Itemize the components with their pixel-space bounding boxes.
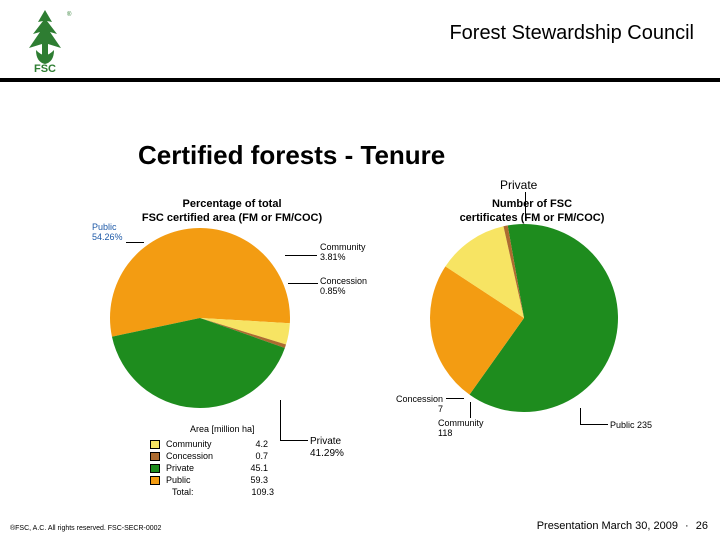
chart2-title-line2: certificates (FM or FM/COC)	[460, 212, 605, 224]
chart1-title-line1: Percentage of total	[182, 198, 281, 210]
chart2-title-line1: Number of FSC	[492, 198, 572, 210]
legend-row: Private 45.1	[150, 462, 274, 474]
leader-line	[580, 408, 581, 424]
chart1-legend: Community4.2Concession0.7Private45.1Publ…	[150, 438, 274, 497]
legend-label: Concession	[166, 451, 234, 461]
svg-text:®: ®	[67, 11, 72, 18]
chart1-title: Percentage of total FSC certified area (…	[132, 198, 332, 226]
chart2-label-concession: Concession 7	[396, 394, 443, 415]
leader-line	[446, 398, 464, 399]
chart1-label-private: Private 41.29%	[310, 436, 344, 459]
legend-row: Public 59.3	[150, 474, 274, 486]
chart1-label-public: Public 54.26%	[92, 222, 123, 243]
legend-row: Community 4.2	[150, 438, 274, 450]
footer-sep: ·	[685, 520, 689, 532]
svg-text:FSC: FSC	[34, 63, 56, 74]
legend-swatch	[150, 452, 160, 461]
legend-label: Public	[166, 475, 234, 485]
chart2-pie	[430, 224, 618, 417]
slide-title: Certified forests - Tenure	[138, 140, 445, 171]
footer-text: Presentation March 30, 2009	[537, 520, 678, 532]
chart1-pie	[110, 228, 290, 413]
leader-line	[470, 402, 471, 418]
chart1-label-concession: Concession 0.85%	[320, 276, 367, 297]
legend-row: Concession 0.7	[150, 450, 274, 462]
legend-value: 59.3	[240, 475, 268, 485]
leader-line	[285, 255, 317, 256]
org-name: Forest Stewardship Council	[449, 22, 694, 45]
chart2-label-public: Public 235	[610, 420, 652, 430]
legend-unit: Area [million ha]	[190, 424, 255, 434]
chart1-title-line2: FSC certified area (FM or FM/COC)	[142, 212, 322, 224]
chart2-label-community: Community 118	[438, 418, 484, 439]
chart2-title: Number of FSC certificates (FM or FM/COC…	[432, 198, 632, 226]
private-top-label: Private	[500, 178, 537, 192]
slide-header: FSC ® Forest Stewardship Council	[0, 0, 720, 82]
legend-swatch	[150, 464, 160, 473]
legend-swatch	[150, 440, 160, 449]
legend-label: Community	[166, 439, 234, 449]
leader-line	[580, 424, 608, 425]
legend-label: Private	[166, 463, 234, 473]
leader-line	[288, 283, 318, 284]
legend-total: Total:109.3	[150, 487, 274, 497]
fsc-logo: FSC ®	[18, 8, 72, 79]
legend-value: 4.2	[240, 439, 268, 449]
legend-swatch	[150, 476, 160, 485]
legend-value: 45.1	[240, 463, 268, 473]
chart1-label-community: Community 3.81%	[320, 242, 366, 263]
leader-line	[280, 400, 281, 440]
footer-copyright: ®FSC, A.C. All rights reserved. FSC-SECR…	[10, 525, 161, 532]
legend-value: 0.7	[240, 451, 268, 461]
page-number: 26	[696, 520, 708, 532]
leader-line	[126, 242, 144, 243]
footer-right: Presentation March 30, 2009 · 26	[537, 520, 708, 532]
leader-line	[280, 440, 308, 441]
